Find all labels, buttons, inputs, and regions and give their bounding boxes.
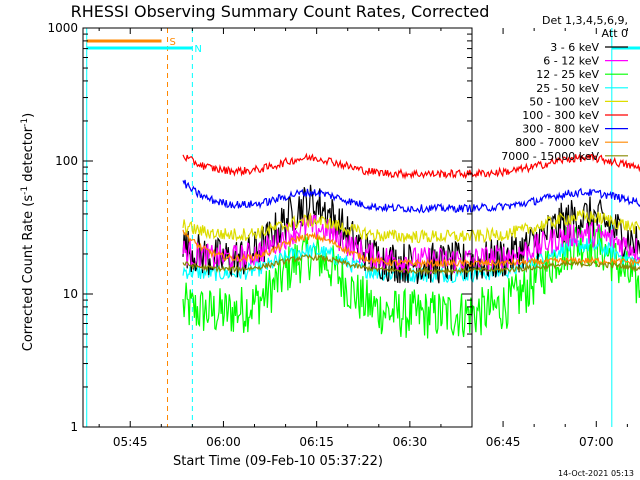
legend-label-6: 300 - 800 keV (522, 123, 599, 136)
y-tick-label-0: 1 (70, 420, 78, 434)
x-tick-label-5: 07:00 (579, 435, 614, 449)
series-line-4 (182, 208, 640, 244)
y-label-sup-2: -1 (20, 118, 30, 127)
legend-header-0: Det 1,3,4,5,6,9, (542, 14, 628, 27)
legend-label-5: 100 - 300 keV (522, 109, 599, 122)
legend-header-1: Att 0 (602, 27, 628, 40)
series-line-3 (182, 237, 640, 284)
legend-label-2: 12 - 25 keV (536, 68, 599, 81)
series-line-6 (182, 179, 640, 214)
legend-label-4: 50 - 100 keV (529, 95, 599, 108)
y-label-sup-1: -1 (20, 186, 30, 195)
legend-label-3: 25 - 50 keV (536, 82, 599, 95)
legend-label-0: 3 - 6 keV (550, 41, 599, 54)
x-tick-label-0: 05:45 (113, 435, 148, 449)
series-line-0 (182, 184, 640, 284)
plot-area: SN (86, 28, 640, 427)
series-line-8 (182, 252, 640, 276)
y-axis-label: Corrected Count Rate (s-1 detector-1) (20, 113, 36, 351)
y-label-part-3: ) (21, 113, 36, 118)
flag-label-N: N (194, 44, 201, 55)
chart-title: RHESSI Observing Summary Count Rates, Co… (71, 2, 490, 21)
legend-label-1: 6 - 12 keV (543, 55, 599, 68)
x-tick-label-2: 06:15 (299, 435, 334, 449)
series-line-1 (182, 214, 640, 275)
x-tick-label-1: 06:00 (206, 435, 241, 449)
series-line-2 (182, 221, 640, 339)
legend-label-8: 7000 - 15000 keV (501, 150, 599, 163)
axes: 05:4506:0006:1506:3006:4507:0007:1511010… (47, 21, 628, 449)
y-label-part-2: detector (21, 126, 36, 186)
y-tick-label-3: 1000 (47, 21, 78, 35)
x-axis-label: Start Time (09-Feb-10 05:37:22) (173, 454, 383, 469)
timestamp: 14-Oct-2021 05:13 (558, 469, 634, 478)
y-tick-label-2: 100 (55, 154, 78, 168)
y-label-part-1: Corrected Count Rate (s (21, 195, 36, 352)
y-tick-label-1: 10 (63, 287, 78, 301)
series-line-7 (182, 229, 640, 269)
series-line-5 (182, 152, 640, 180)
plot-frame (82, 27, 473, 428)
x-tick-label-4: 06:45 (486, 435, 521, 449)
legend-label-7: 800 - 7000 keV (515, 136, 599, 149)
x-tick-label-3: 06:30 (393, 435, 428, 449)
flag-label-S: S (170, 37, 176, 48)
